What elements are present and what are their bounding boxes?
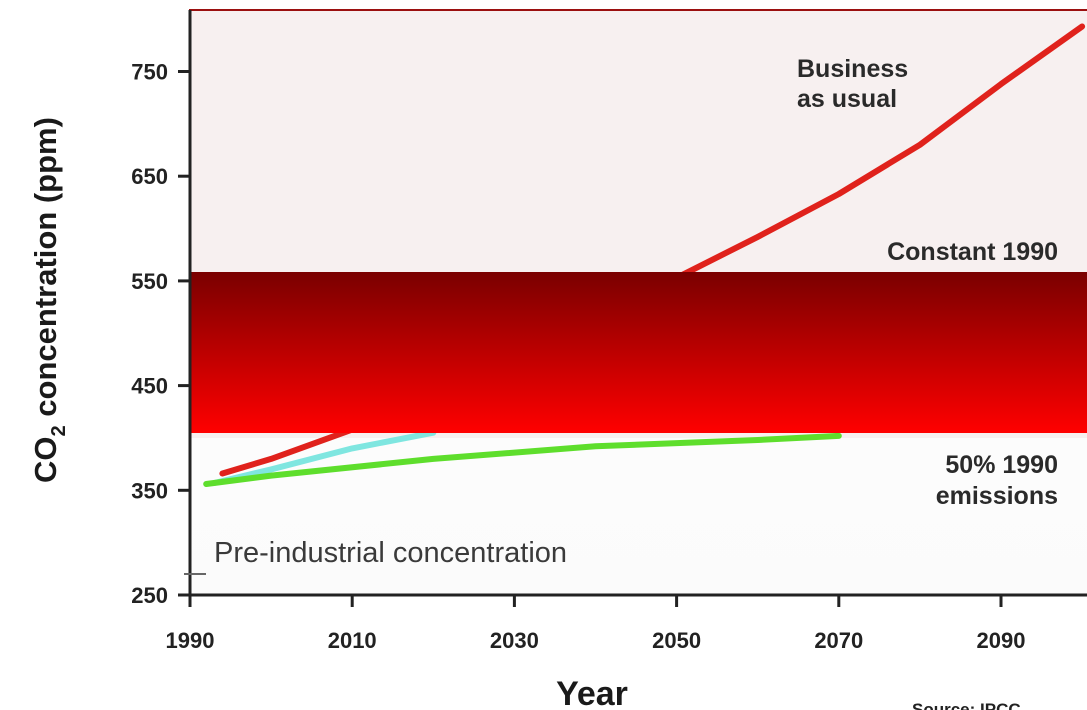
axes-layer: 250 350 450 550 650 750 1990 2010 2030 2050 2070 20… bbox=[131, 10, 1087, 653]
annotation-business-line1: Business bbox=[797, 55, 908, 83]
y-tick-label-550: 550 bbox=[131, 269, 168, 294]
x-tick-label-2070: 2070 bbox=[814, 628, 863, 653]
overlay-band-layer bbox=[190, 272, 1087, 433]
annotation-half-line2: emissions bbox=[936, 482, 1058, 510]
annotation-half-line1: 50% 1990 bbox=[945, 451, 1058, 479]
y-axis-title: CO2 concentration (ppm) bbox=[28, 117, 70, 483]
x-tick-label-1990: 1990 bbox=[166, 628, 215, 653]
x-tick-label-2030: 2030 bbox=[490, 628, 539, 653]
y-tick-label-350: 350 bbox=[131, 478, 168, 503]
pre-industrial-label: Pre-industrial concentration bbox=[214, 537, 567, 569]
annotation-constant-line1: Constant 1990 bbox=[887, 238, 1058, 266]
series-line-1 bbox=[211, 429, 437, 486]
overlay-band bbox=[190, 272, 1087, 433]
y-tick-label-750: 750 bbox=[131, 60, 168, 85]
y-tick-label-250: 250 bbox=[131, 583, 168, 608]
source-credit: Source: IPCC bbox=[912, 700, 1021, 710]
series-line-2 bbox=[203, 432, 842, 487]
x-tick-label-2010: 2010 bbox=[328, 628, 377, 653]
y-tick-label-650: 650 bbox=[131, 164, 168, 189]
x-tick-label-2050: 2050 bbox=[652, 628, 701, 653]
annotation-business-line2: as usual bbox=[797, 85, 897, 113]
y-tick-label-450: 450 bbox=[131, 374, 168, 399]
x-axis-title: Year bbox=[556, 675, 628, 710]
x-tick-label-2090: 2090 bbox=[977, 628, 1026, 653]
